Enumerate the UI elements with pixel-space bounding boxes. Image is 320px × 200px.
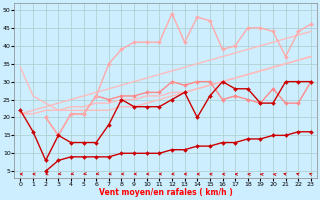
- X-axis label: Vent moyen/en rafales ( km/h ): Vent moyen/en rafales ( km/h ): [99, 188, 233, 197]
